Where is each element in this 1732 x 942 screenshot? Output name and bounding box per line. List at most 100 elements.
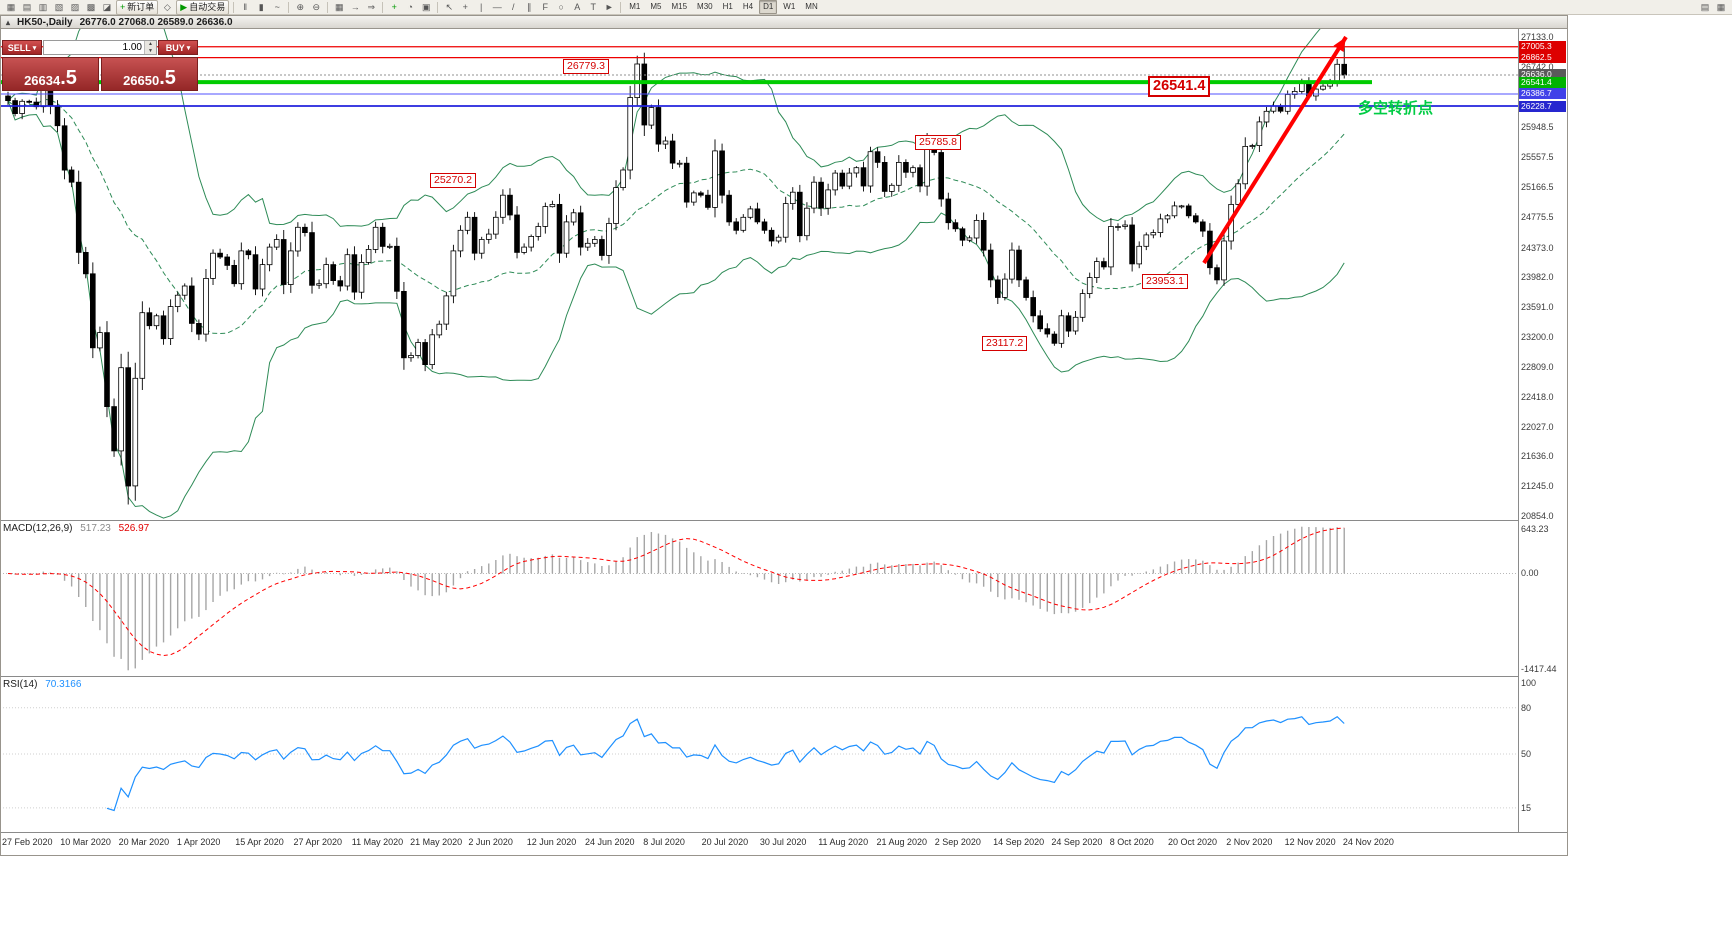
crosshair-button[interactable]: + [458, 1, 472, 14]
indicators-icon: + [391, 1, 397, 12]
strategy-tester-icon: ◪ [102, 1, 112, 12]
vertical-line-button[interactable]: | [474, 1, 488, 14]
chart-bars-icon: ‖ [243, 1, 248, 12]
time-axis-label: 30 Jul 2020 [759, 837, 807, 847]
new-chart-button[interactable]: ▦ [4, 1, 18, 14]
templates-icon: ▣ [421, 1, 431, 12]
macd-axis-tick: -1417.44 [1521, 664, 1557, 674]
sell-options-caret-icon: ▾ [32, 44, 37, 52]
zoom-out-button[interactable]: ⊖ [309, 1, 323, 14]
time-axis-label: 21 May 2020 [410, 837, 463, 847]
panel-toggle-button[interactable]: ▦ [1714, 1, 1728, 14]
new-order-button[interactable]: + 新订单 [116, 0, 159, 15]
text-button[interactable]: A [570, 1, 584, 14]
price-axis-badge: 26862.5 [1519, 52, 1566, 64]
arrow-tools-button[interactable]: ► [602, 1, 616, 14]
terminal-button[interactable]: ▩ [84, 1, 98, 14]
chart-shift-button[interactable]: ⇒ [364, 1, 378, 14]
horizontal-line-button[interactable]: — [490, 1, 504, 14]
time-axis-label: 20 Jul 2020 [701, 837, 749, 847]
new-order-icon: + [120, 1, 126, 12]
rsi-value: 70.3166 [45, 679, 82, 690]
volume-input[interactable] [44, 41, 144, 54]
chart-candles-button[interactable]: ▮ [254, 1, 268, 14]
auto-scroll-button[interactable]: → [348, 1, 362, 14]
sell-button-label: SELL [7, 42, 31, 53]
zoom-in-button[interactable]: ⊕ [293, 1, 307, 14]
fibonacci-icon: F [542, 1, 548, 12]
autotrading-button[interactable]: ▶ 自动交易 [176, 0, 230, 15]
market-watch-icon: ▥ [38, 1, 48, 12]
time-axis-label: 15 Apr 2020 [235, 837, 284, 847]
sell-button[interactable]: SELL ▾ [2, 40, 42, 55]
macd-signal-value: 526.97 [118, 523, 150, 534]
new-chart-icon: ▦ [6, 1, 16, 12]
timeframe-mn-button[interactable]: MN [805, 2, 818, 11]
tile-windows-button[interactable]: ▦ [332, 1, 346, 14]
terminal-icon: ▩ [86, 1, 96, 12]
time-axis-label: 14 Sep 2020 [993, 837, 1045, 847]
time-axis-label: 10 Mar 2020 [60, 837, 111, 847]
indicators-button[interactable]: + [387, 1, 401, 14]
price-annotation-label: 26779.3 [563, 59, 609, 74]
price-axis-tick: 22027.0 [1521, 421, 1554, 432]
sell-price-display[interactable]: 26634 .5 [2, 57, 99, 91]
price-annotation-label: 25785.8 [915, 135, 961, 150]
chart-bars-button[interactable]: ‖ [238, 1, 252, 14]
shapes-button[interactable]: ○ [554, 1, 568, 14]
templates-button[interactable]: ▣ [419, 1, 433, 14]
market-watch-button[interactable]: ▥ [36, 1, 50, 14]
profiles-button[interactable]: ▤ [20, 1, 34, 14]
price-axis-badge: 27005.3 [1519, 41, 1566, 53]
auto-scroll-icon: → [350, 1, 360, 12]
time-axis-label: 8 Jul 2020 [643, 837, 685, 847]
buy-button[interactable]: BUY ▾ [158, 40, 198, 55]
price-axis-tick: 22418.0 [1521, 391, 1554, 402]
timeframe-w1-button[interactable]: W1 [783, 2, 796, 11]
toolbar-separator [288, 1, 290, 13]
toolbar-separator [620, 1, 622, 13]
rsi-indicator-label: RSI(14) 70.3166 [3, 679, 86, 690]
strategy-tester-button[interactable]: ◪ [100, 1, 114, 14]
data-window-button[interactable]: ▧ [52, 1, 66, 14]
timeframe-m15-button[interactable]: M15 [671, 2, 688, 11]
buy-price-pip: .5 [159, 67, 176, 89]
buy-price-display[interactable]: 26650 .5 [101, 57, 198, 91]
timeframe-m1-button[interactable]: M1 [629, 2, 641, 11]
price-annotation-label: 25270.2 [430, 173, 476, 188]
crosshair-icon: + [462, 1, 468, 12]
vertical-line-icon: | [480, 1, 483, 12]
metaeditor-button[interactable]: ◇ [160, 1, 174, 14]
timeframe-m30-button[interactable]: M30 [697, 2, 713, 11]
chart-window-titlebar[interactable]: ▴ HK50-,Daily 26776.0 27068.0 26589.0 26… [0, 15, 1568, 29]
window-list-button[interactable]: ▤ [1698, 1, 1712, 14]
cursor-button[interactable]: ↖ [442, 1, 456, 14]
metaeditor-icon: ◇ [163, 1, 171, 12]
rsi-axis-tick: 15 [1521, 802, 1532, 813]
trendline-button[interactable]: / [506, 1, 520, 14]
zoom-out-icon: ⊖ [312, 1, 320, 12]
periods-button[interactable]: ◔ [403, 1, 417, 14]
toolbar-separator [327, 1, 329, 13]
price-axis-tick: 25166.5 [1521, 182, 1554, 193]
toolbar-separator [233, 1, 235, 13]
channel-button[interactable]: ∥ [522, 1, 536, 14]
fibonacci-button[interactable]: F [538, 1, 552, 14]
timeframe-m5-button[interactable]: M5 [650, 2, 662, 11]
chart-ohlc-values: 26776.0 27068.0 26589.0 26636.0 [79, 16, 233, 28]
chart-line-button[interactable]: ~ [270, 1, 284, 14]
time-axis-label: 21 Aug 2020 [876, 837, 928, 847]
label-button[interactable]: T [586, 1, 600, 14]
rsi-axis-tick: 100 [1521, 678, 1537, 688]
timeframe-d1-button[interactable]: D1 [759, 0, 778, 14]
volume-down-button[interactable]: ▼ [145, 47, 156, 54]
time-axis-label: 20 Oct 2020 [1168, 837, 1218, 847]
price-axis-tick: 23591.0 [1521, 302, 1554, 313]
volume-up-button[interactable]: ▲ [145, 41, 156, 48]
navigator-button[interactable]: ▨ [68, 1, 82, 14]
timeframe-h4-button[interactable]: H4 [742, 2, 754, 11]
macd-main-value: 517.23 [80, 523, 111, 534]
timeframe-h1-button[interactable]: H1 [722, 2, 733, 11]
zoom-in-icon: ⊕ [296, 1, 304, 12]
